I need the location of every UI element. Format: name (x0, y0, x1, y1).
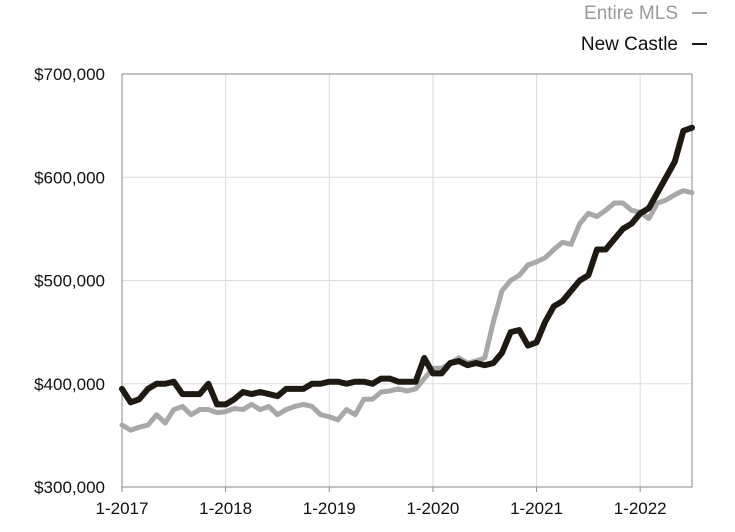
plot-area-frame (121, 73, 693, 488)
grid-lines (121, 73, 692, 488)
series-line-entire-mls (119, 188, 695, 433)
y-axis: $300,000 $400,000 $500,000 $600,000 $700,000 (34, 65, 105, 497)
x-tick-label: 1-2021 (510, 499, 563, 518)
legend: Entire MLS New Castle (581, 3, 707, 55)
series-lines (119, 124, 695, 433)
y-tick-label: $400,000 (34, 375, 105, 394)
y-tick-label: $500,000 (34, 272, 105, 291)
y-tick-label: $300,000 (34, 478, 105, 497)
y-tick-label: $600,000 (34, 168, 105, 187)
x-tick-label: 1-2020 (406, 499, 459, 518)
x-tick-label: 1-2018 (199, 499, 252, 518)
y-tick-label: $700,000 (34, 65, 105, 84)
legend-label: New Castle (581, 34, 678, 55)
x-tick-label: 1-2017 (96, 499, 149, 518)
legend-label: Entire MLS (584, 3, 678, 24)
series-line-new-castle (119, 124, 695, 408)
x-tick-label: 1-2022 (614, 499, 667, 518)
x-axis: 1-2017 1-2018 1-2019 1-2020 1-2021 1-2022 (96, 487, 667, 518)
x-tick-label: 1-2019 (303, 499, 356, 518)
